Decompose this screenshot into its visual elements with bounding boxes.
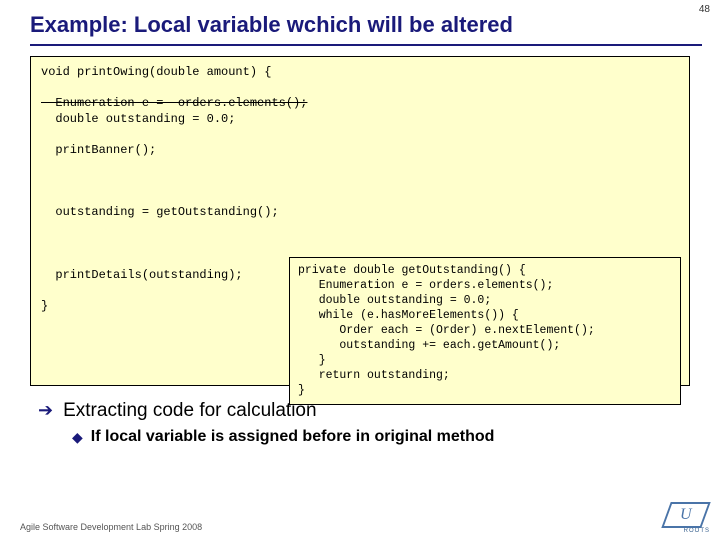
diamond-icon: ◆ xyxy=(72,428,83,448)
code-line: printBanner(); xyxy=(41,143,679,159)
code-line-strikethrough: Enumeration e = orders.elements(); xyxy=(41,96,679,112)
sub-bullet-item: ◆ If local variable is assigned before i… xyxy=(72,428,720,448)
code-line: double outstanding = 0.0; xyxy=(41,112,679,128)
code-line: double outstanding = 0.0; xyxy=(298,294,672,309)
code-line xyxy=(41,221,679,237)
logo-label: ROOTS xyxy=(684,528,710,534)
code-line xyxy=(41,127,679,143)
page-number: 48 xyxy=(699,4,710,15)
code-line: } xyxy=(298,384,672,399)
logo-icon: U xyxy=(661,502,710,528)
code-line: outstanding += each.getAmount(); xyxy=(298,339,672,354)
code-line: Enumeration e = orders.elements(); xyxy=(298,279,672,294)
code-line xyxy=(41,190,679,206)
code-line: while (e.hasMoreElements()) { xyxy=(298,309,672,324)
arrow-icon: ➔ xyxy=(38,400,53,422)
code-line xyxy=(41,159,679,175)
code-block-extracted: private double getOutstanding() { Enumer… xyxy=(289,257,681,405)
code-line: return outstanding; xyxy=(298,369,672,384)
code-line: outstanding = getOutstanding(); xyxy=(41,205,679,221)
slide-title: Example: Local variable wchich will be a… xyxy=(0,0,720,44)
sub-bullet-text: If local variable is assigned before in … xyxy=(91,428,495,446)
bullet-text: Extracting code for calculation xyxy=(63,400,316,422)
code-block-main: void printOwing(double amount) { Enumera… xyxy=(30,56,690,386)
code-line xyxy=(41,81,679,97)
code-line: private double getOutstanding() { xyxy=(298,264,672,279)
title-underline xyxy=(30,44,702,46)
code-line xyxy=(41,174,679,190)
code-line: void printOwing(double amount) { xyxy=(41,65,679,81)
code-line: } xyxy=(298,354,672,369)
footer-text: Agile Software Development Lab Spring 20… xyxy=(20,522,202,532)
logo: U ROOTS xyxy=(620,504,710,534)
code-line: Order each = (Order) e.nextElement(); xyxy=(298,324,672,339)
code-line xyxy=(41,237,679,253)
